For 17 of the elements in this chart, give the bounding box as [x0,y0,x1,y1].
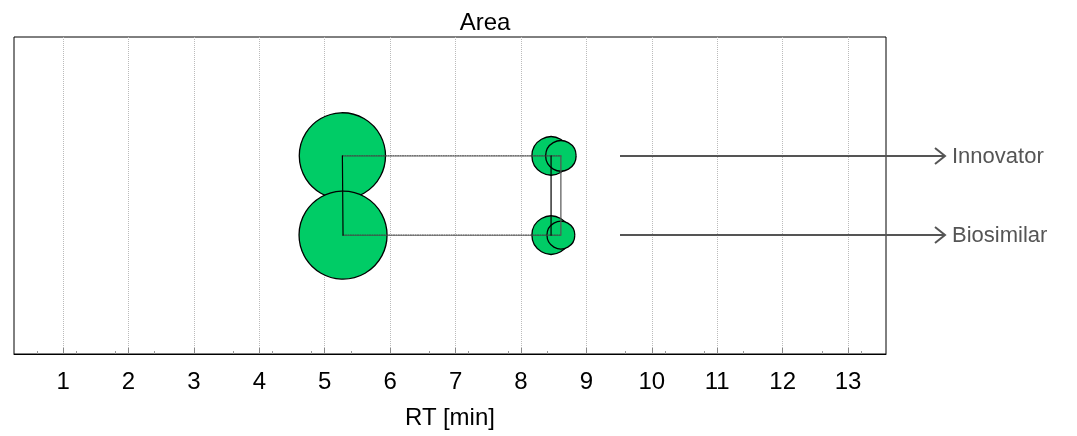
x-tick-label: 12 [769,366,796,394]
x-tick-label: 8 [514,366,528,394]
x-tick-label: 9 [579,366,594,394]
x-tick-label: 13 [834,366,862,394]
x-axis-title: RT [min] [405,402,495,430]
x-tick-label: 1 [56,366,70,394]
x-tick-label: 7 [448,366,463,394]
x-tick-label: 4 [252,366,266,394]
x-tick-label: 10 [638,366,666,394]
x-tick-label: 2 [121,366,136,394]
x-tick-label: 6 [383,366,397,394]
chart-title: Area [459,7,511,35]
x-tick-label: 3 [187,366,201,394]
x-tick-label: 5 [318,366,332,394]
text: Innovator [952,142,1044,169]
text: Biosimilar [952,222,1048,249]
x-tick-label: 11 [704,366,730,394]
